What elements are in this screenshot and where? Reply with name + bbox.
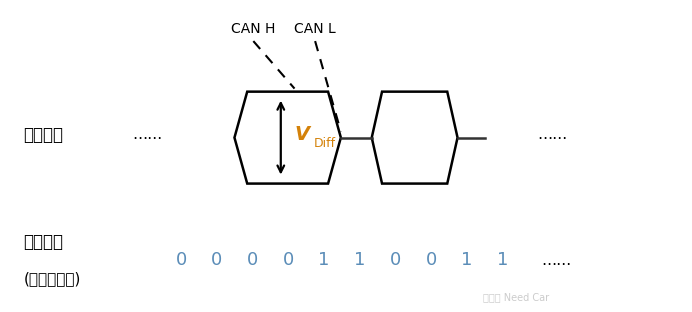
Text: 0: 0 bbox=[176, 251, 187, 269]
Text: 数字信号: 数字信号 bbox=[24, 233, 64, 251]
Text: (二进制位流): (二进制位流) bbox=[24, 271, 81, 286]
Text: 1: 1 bbox=[461, 251, 473, 269]
Text: 0: 0 bbox=[283, 251, 294, 269]
Text: CAN H: CAN H bbox=[231, 22, 275, 36]
Text: 0: 0 bbox=[211, 251, 223, 269]
Text: V: V bbox=[295, 125, 309, 144]
Text: ……: …… bbox=[131, 127, 162, 142]
Text: 0: 0 bbox=[390, 251, 401, 269]
Text: 模拟信号: 模拟信号 bbox=[24, 125, 64, 144]
Text: 开心果 Need Car: 开心果 Need Car bbox=[483, 292, 549, 302]
Text: ……: …… bbox=[537, 127, 567, 142]
Text: CAN L: CAN L bbox=[294, 22, 336, 36]
Text: 0: 0 bbox=[426, 251, 437, 269]
Text: 0: 0 bbox=[247, 251, 258, 269]
Text: 1: 1 bbox=[497, 251, 508, 269]
Text: 1: 1 bbox=[354, 251, 365, 269]
Text: Diff: Diff bbox=[313, 137, 336, 150]
Text: 1: 1 bbox=[318, 251, 329, 269]
Text: ……: …… bbox=[542, 253, 572, 268]
